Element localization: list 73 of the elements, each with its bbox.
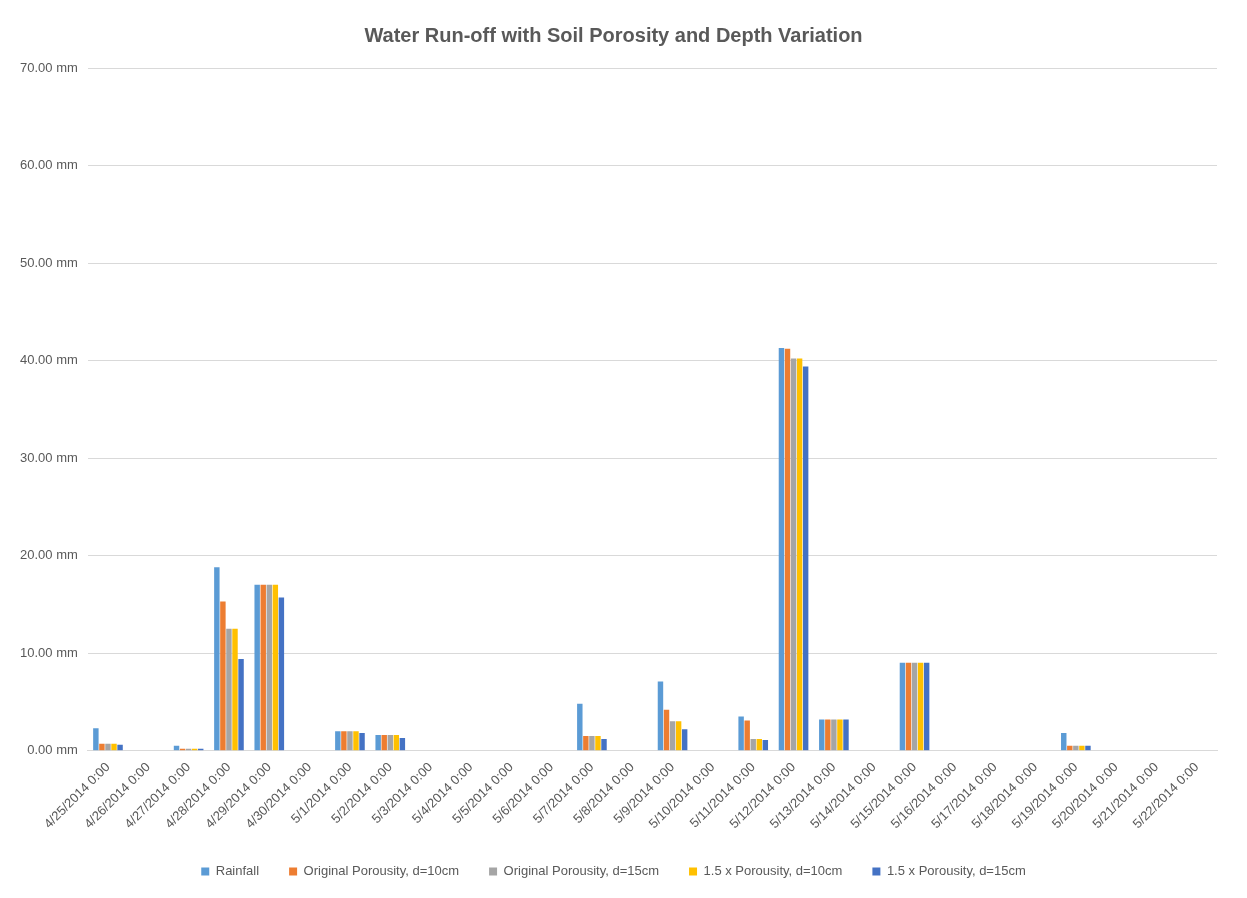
legend-label: Rainfall — [215, 863, 260, 879]
bar — [99, 743, 105, 751]
bar — [905, 662, 912, 751]
bar — [341, 731, 347, 751]
bar — [359, 733, 365, 751]
bar — [393, 735, 400, 751]
y-tick-label: 0.00 mm — [27, 742, 78, 758]
bar — [784, 348, 791, 751]
bar — [220, 601, 226, 751]
bar — [226, 628, 232, 751]
bar — [1067, 745, 1073, 751]
y-tick-label: 30.00 mm — [19, 449, 78, 465]
y-tick-label: 20.00 mm — [19, 547, 78, 563]
bar — [1085, 745, 1091, 751]
bar — [790, 358, 797, 751]
bar — [744, 720, 750, 751]
bar — [917, 662, 924, 751]
bar — [601, 738, 607, 751]
bar — [796, 358, 803, 751]
bar — [272, 584, 279, 751]
bar — [1073, 745, 1079, 751]
legend-label: Original Porousity, d=15cm — [503, 863, 660, 879]
bar — [1079, 745, 1085, 751]
bar — [238, 658, 244, 751]
bar — [381, 735, 387, 751]
bar — [577, 703, 583, 751]
bar — [1061, 733, 1067, 751]
y-tick-label: 50.00 mm — [19, 254, 78, 270]
bar — [595, 736, 601, 751]
y-tick-label: 10.00 mm — [19, 644, 78, 660]
bar — [260, 584, 266, 751]
bar — [738, 716, 744, 751]
bar — [750, 738, 756, 751]
bar — [669, 721, 676, 751]
bar — [837, 719, 843, 751]
bar — [266, 584, 272, 751]
bar — [778, 347, 785, 751]
y-tick-label: 70.00 mm — [19, 59, 78, 75]
bar — [843, 719, 849, 751]
bar — [105, 743, 111, 751]
bar — [375, 735, 381, 751]
bar — [353, 731, 359, 751]
bar — [831, 719, 837, 751]
y-tick-label: 60.00 mm — [19, 157, 78, 173]
bar — [583, 736, 589, 751]
bar — [825, 719, 831, 751]
bar — [756, 738, 762, 751]
bar — [899, 662, 906, 751]
bar — [589, 736, 595, 751]
bar — [911, 662, 918, 751]
legend-label: 1.5 x Porousity, d=10cm — [703, 863, 843, 879]
bar — [254, 584, 260, 751]
bar — [819, 719, 825, 751]
y-tick-label: 40.00 mm — [19, 352, 78, 368]
bar — [387, 735, 393, 751]
legend-label: 1.5 x Porousity, d=15cm — [886, 863, 1026, 879]
legend-label: Original Porousity, d=10cm — [303, 863, 460, 879]
bar — [399, 737, 406, 751]
bar — [335, 731, 341, 751]
bar — [923, 662, 930, 751]
bar — [232, 628, 238, 751]
bar — [93, 728, 99, 751]
bar — [117, 744, 123, 751]
bar — [278, 597, 285, 751]
bar — [657, 681, 664, 751]
bar — [663, 709, 670, 751]
bar — [681, 729, 688, 751]
bar — [214, 567, 220, 751]
bar — [675, 721, 682, 751]
bar — [802, 366, 809, 751]
chart-title: Water Run-off with Soil Porosity and Depth Variation — [364, 23, 863, 46]
bar — [347, 731, 353, 751]
bar — [111, 743, 117, 751]
